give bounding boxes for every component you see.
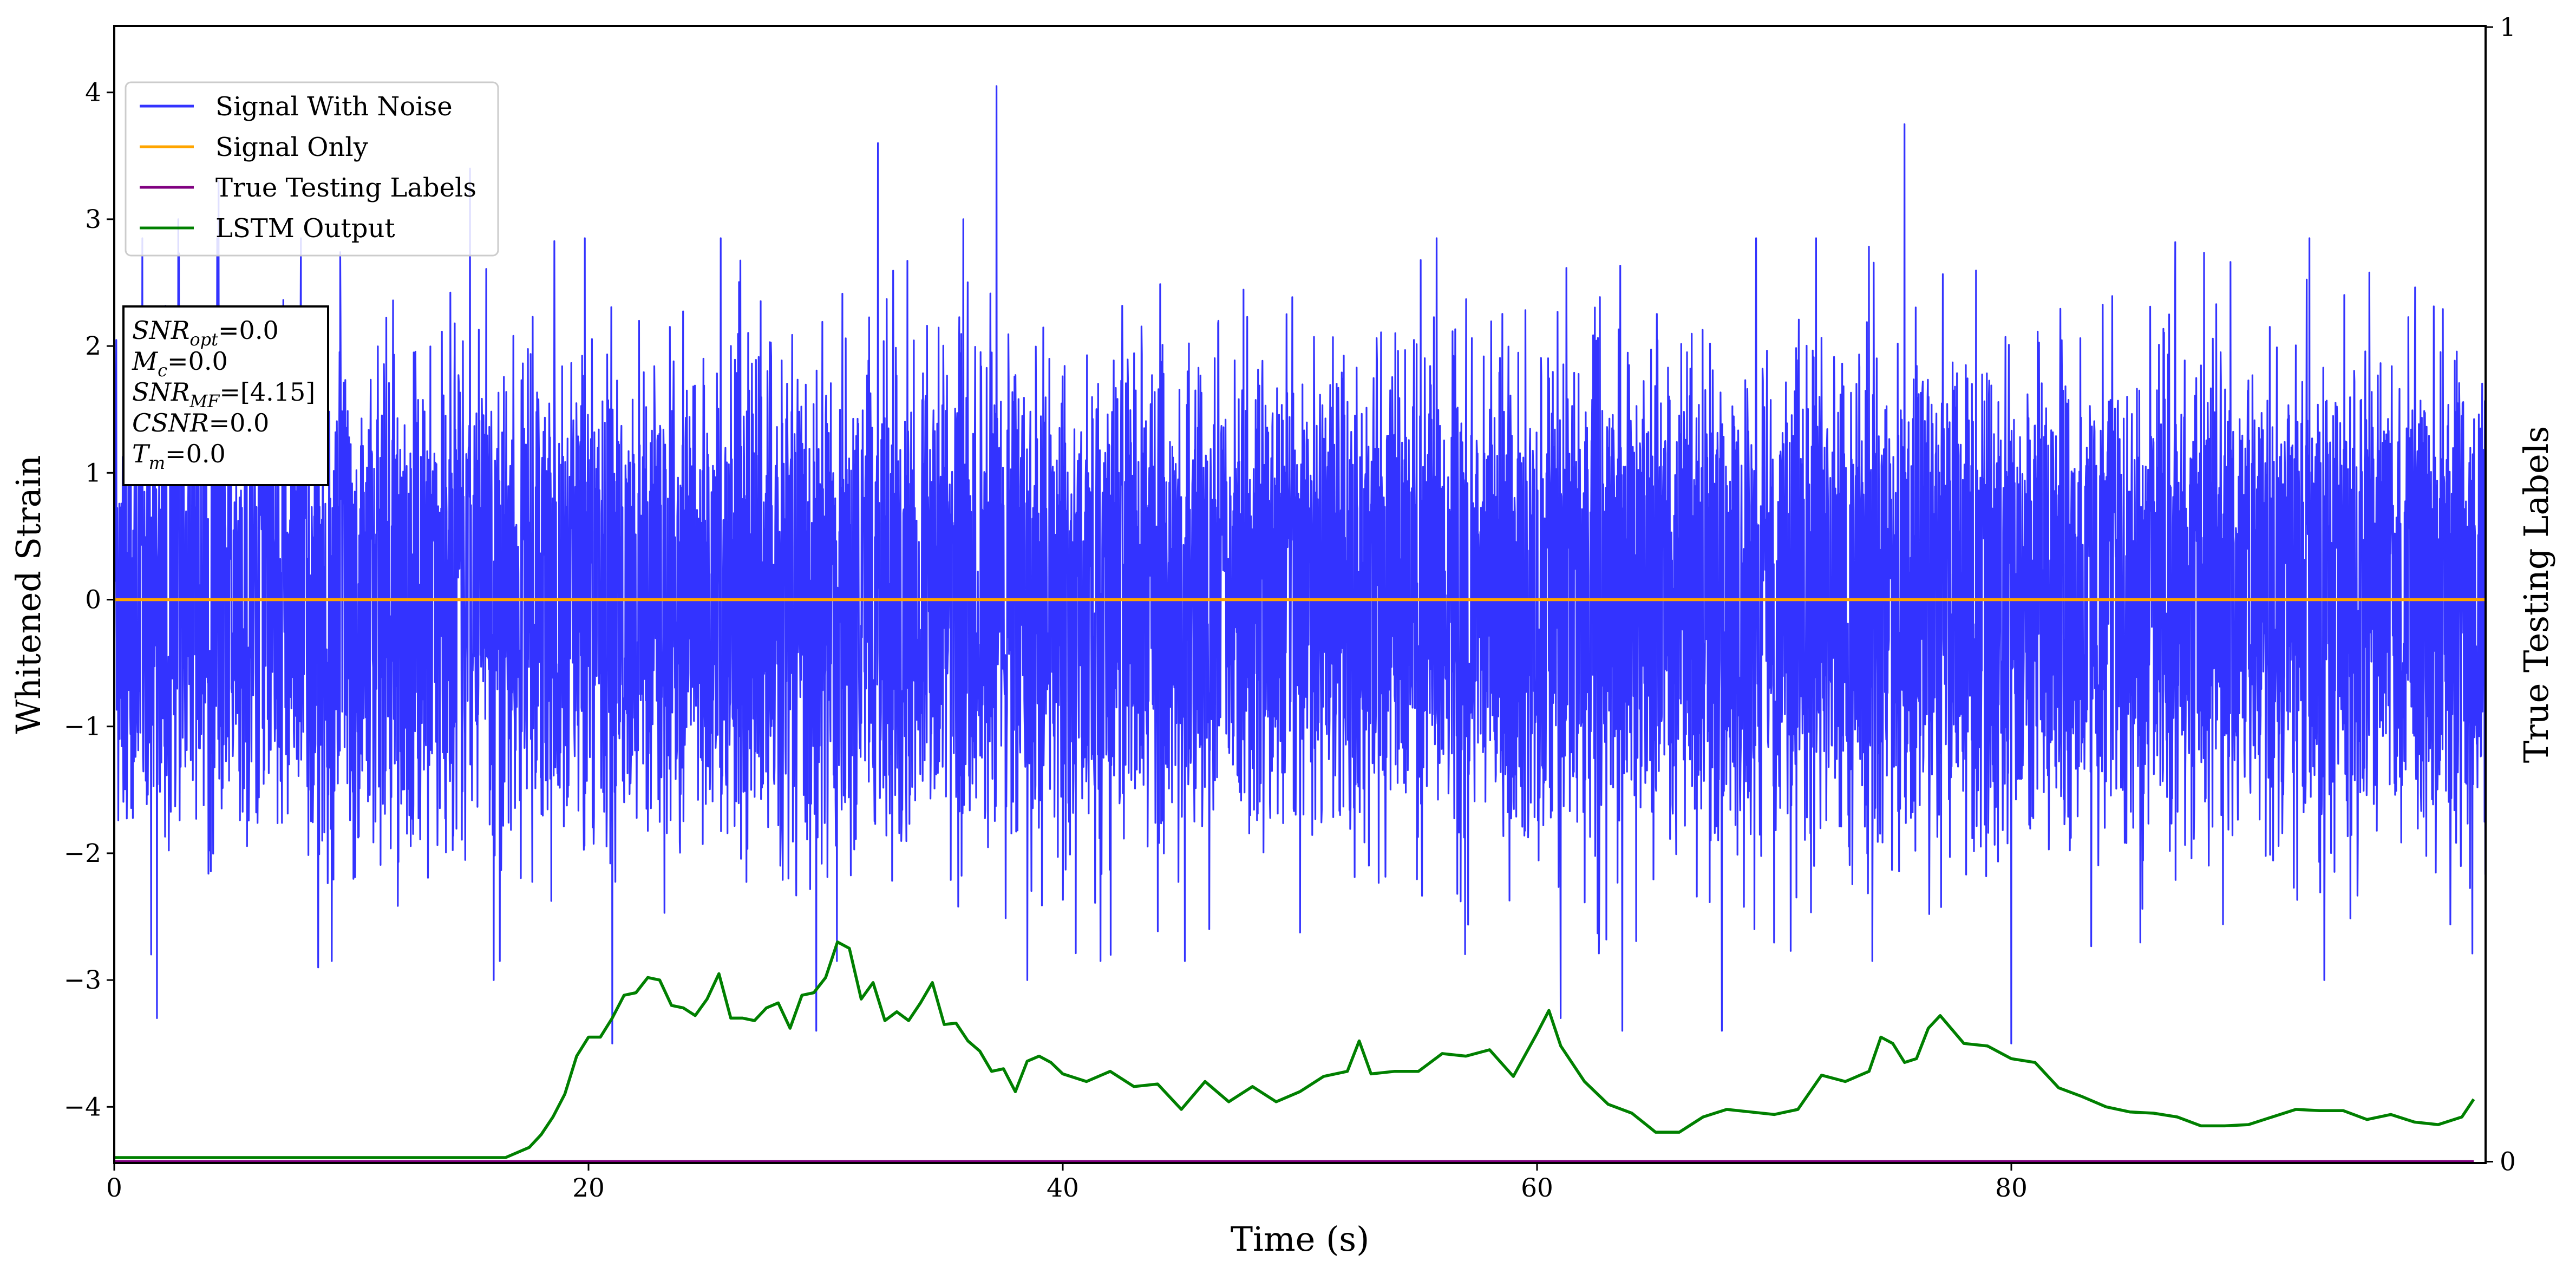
x-axis-title: Time (s) <box>1231 1219 1370 1259</box>
legend-label-signal-only: Signal Only <box>215 132 368 162</box>
annotation-merger-time: Tm=0.0 <box>132 439 226 473</box>
y2-tick-label: 1 <box>2500 12 2516 42</box>
signal-with-noise-series <box>114 85 2486 1044</box>
y-tick-label: −2 <box>64 839 101 868</box>
legend-label-signal-with-noise: Signal With Noise <box>215 92 453 122</box>
axis-ticks: 0 20 40 60 80 4 3 2 1 0 −1 −2 −3 −4 0 1 <box>64 12 2516 1203</box>
y-tick-label: 2 <box>85 331 101 361</box>
annotation-frame <box>122 305 329 486</box>
annotation-csnr: CSNR=0.0 <box>132 408 269 437</box>
y-axis-title: Whitened Strain <box>9 455 48 734</box>
y-tick-label: 3 <box>85 205 101 234</box>
annotation-box: SNRopt=0.0 Mc=0.0 SNRMF=[4.15] CSNR=0.0 … <box>122 305 329 486</box>
y-tick-label: −3 <box>64 965 101 995</box>
x-tick-label: 40 <box>1047 1173 1079 1203</box>
x-tick-label: 80 <box>1995 1173 2028 1203</box>
y-tick-label: 1 <box>85 458 101 488</box>
y2-axis-title: True Testing Labels <box>2516 426 2556 763</box>
x-tick-label: 60 <box>1521 1173 1553 1203</box>
legend-label-true-testing-labels: True Testing Labels <box>215 173 476 203</box>
plot-area <box>113 25 2487 1164</box>
legend: Signal With Noise Signal Only True Testi… <box>125 81 499 257</box>
x-tick-label: 0 <box>106 1173 122 1203</box>
annotation-chirp-mass: Mc=0.0 <box>132 347 228 381</box>
y-tick-label: −4 <box>64 1092 101 1122</box>
series-lstm-output <box>114 940 2475 1159</box>
y2-tick-label: 0 <box>2500 1147 2516 1177</box>
annotation-snr-opt: SNRopt=0.0 <box>132 316 279 350</box>
line-series-group <box>114 598 2486 1163</box>
y-tick-label: 0 <box>85 585 101 615</box>
x-tick-label: 20 <box>572 1173 605 1203</box>
y-tick-label: 4 <box>85 78 101 108</box>
plot-frame <box>113 25 2487 1164</box>
series-signal-with-noise <box>114 85 2486 1044</box>
legend-box <box>125 81 499 257</box>
y-tick-label: −1 <box>64 712 101 742</box>
legend-label-lstm-output: LSTM Output <box>215 213 395 244</box>
annotation-snr-mf: SNRMF=[4.15] <box>132 377 315 411</box>
